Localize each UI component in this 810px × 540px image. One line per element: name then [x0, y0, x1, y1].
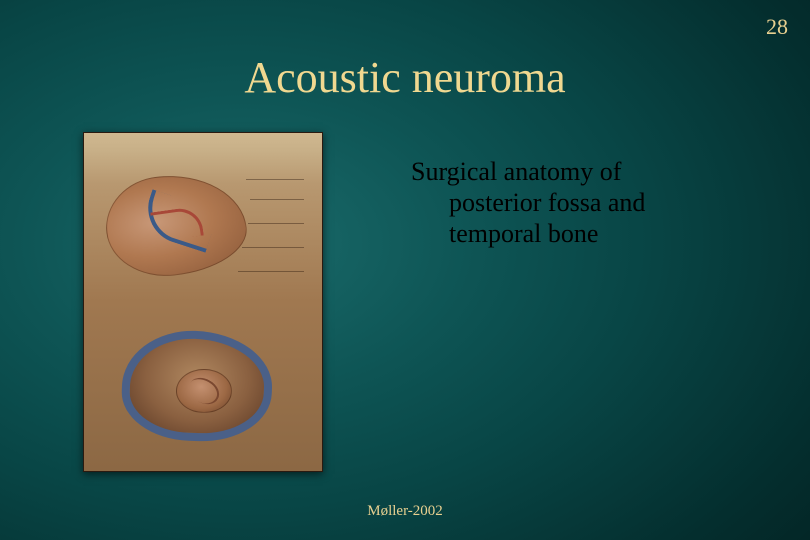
image-column [0, 128, 405, 488]
leader-line-icon [238, 271, 304, 272]
body-line-3: temporal bone [411, 218, 770, 249]
body-line-2: posterior fossa and [411, 187, 770, 218]
content-area: Surgical anatomy of posterior fossa and … [0, 128, 810, 488]
page-number: 28 [766, 14, 788, 40]
footer-citation: Møller-2002 [0, 503, 810, 520]
leader-line-icon [248, 223, 304, 224]
anatomy-illustration [83, 132, 323, 472]
body-line-1: Surgical anatomy of [411, 156, 770, 187]
slide: 28 Acoustic neuroma [0, 0, 810, 540]
illustration-bottom-panel [98, 313, 310, 463]
slide-title: Acoustic neuroma [0, 52, 810, 103]
leader-line-icon [246, 179, 304, 180]
illustration-top-panel [98, 151, 310, 301]
body-text-column: Surgical anatomy of posterior fossa and … [405, 128, 810, 488]
leader-line-icon [242, 247, 304, 248]
leader-line-icon [250, 199, 304, 200]
